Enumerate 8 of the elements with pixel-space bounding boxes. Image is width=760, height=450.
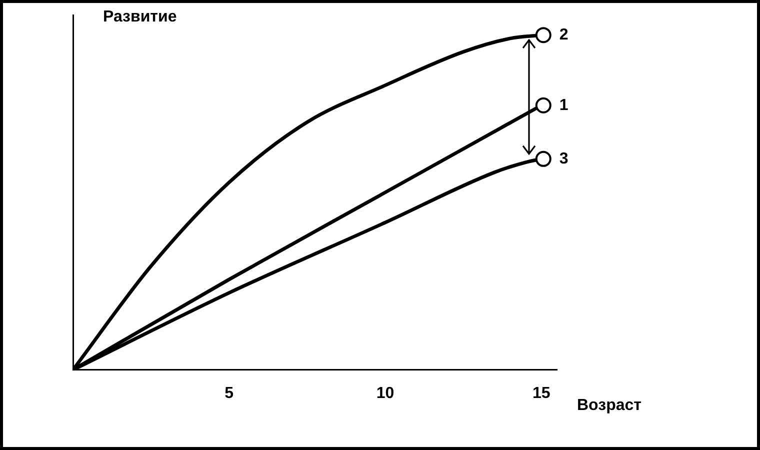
legend-label: 2	[559, 26, 568, 44]
legend-label: 3	[559, 150, 568, 168]
x-tick-label: 10	[376, 384, 394, 402]
x-tick-label: 15	[532, 384, 550, 402]
x-tick-label: 5	[224, 384, 234, 402]
x-axis-title: Возраст	[577, 397, 642, 414]
series-label: 1	[559, 96, 568, 114]
y-axis-title: Развитие	[103, 8, 177, 26]
